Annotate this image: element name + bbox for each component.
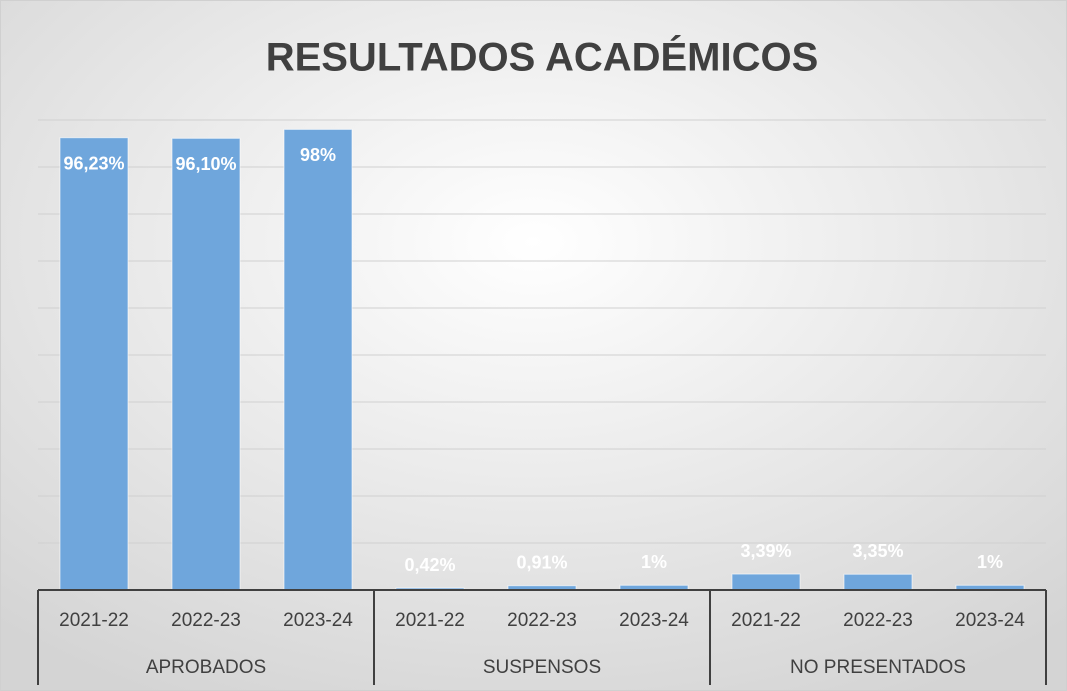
x-tick-label: 2022-23	[507, 610, 577, 631]
x-tick-label: 2021-22	[731, 610, 801, 631]
bar	[731, 573, 801, 591]
data-label: 3,39%	[740, 541, 791, 561]
x-tick-label: 2021-22	[59, 610, 129, 631]
x-tick-label: 2023-24	[955, 610, 1025, 631]
bar	[283, 128, 353, 591]
group-label: APROBADOS	[146, 657, 266, 678]
bar	[843, 573, 913, 591]
chart-title: RESULTADOS ACADÉMICOS	[266, 35, 819, 80]
group-label: NO PRESENTADOS	[790, 657, 966, 678]
x-tick-label: 2023-24	[283, 610, 353, 631]
group-label: SUSPENSOS	[483, 657, 601, 678]
data-label: 96,23%	[63, 153, 124, 173]
bar	[59, 137, 129, 591]
x-tick-label: 2021-22	[395, 610, 465, 631]
x-tick-label: 2023-24	[619, 610, 689, 631]
data-label: 1%	[641, 552, 667, 572]
data-label: 1%	[977, 552, 1003, 572]
x-tick-label: 2022-23	[171, 610, 241, 631]
data-label: 96,10%	[175, 154, 236, 174]
data-label: 0,91%	[516, 552, 567, 572]
data-label: 3,35%	[852, 541, 903, 561]
bar	[171, 137, 241, 591]
data-label: 98%	[300, 145, 336, 165]
data-label: 0,42%	[404, 555, 455, 575]
x-tick-label: 2022-23	[843, 610, 913, 631]
